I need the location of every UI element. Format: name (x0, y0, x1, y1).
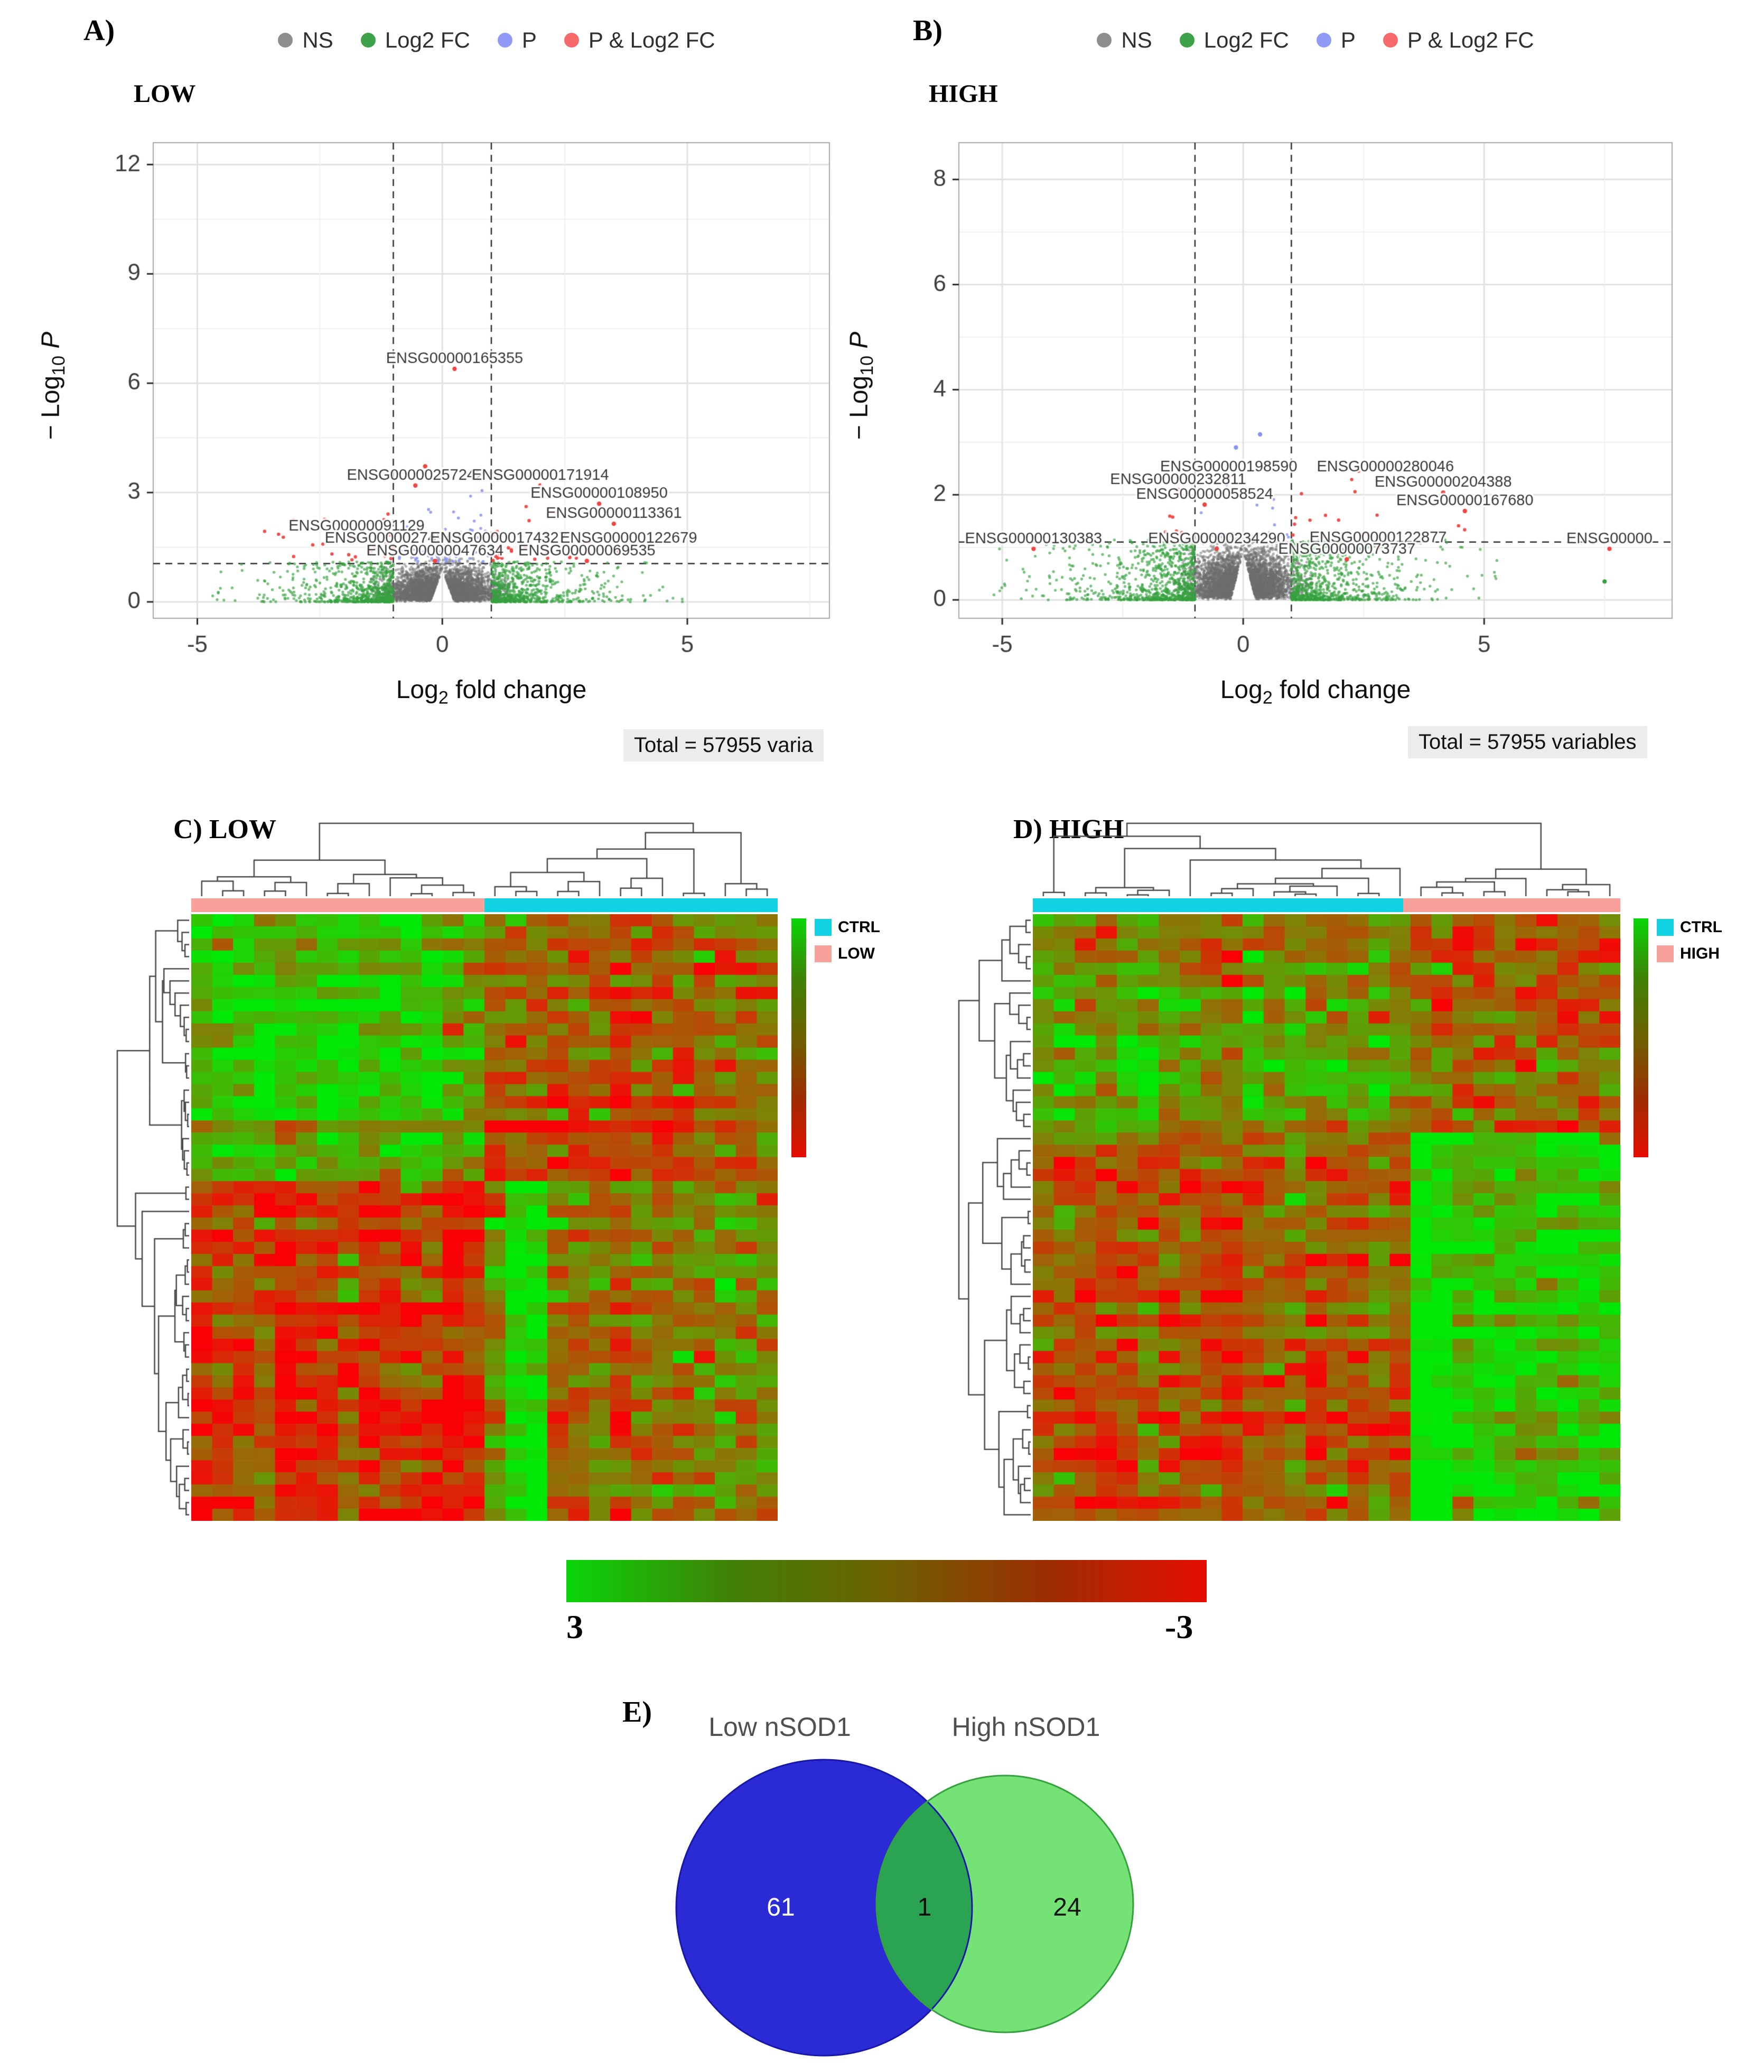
panel-e-letter: E) (622, 1696, 652, 1729)
heatmap-legend-swatch (1657, 919, 1674, 936)
heatmap-legend-label: CTRL (1680, 918, 1722, 936)
y-label-text: − Log (36, 375, 65, 440)
legend-item: P (497, 27, 537, 53)
heatmap-legend-swatch (1657, 945, 1674, 962)
x-label-tail: fold change (448, 676, 587, 704)
panel-b-y-axis-label: − Log10 P (845, 332, 878, 440)
panel-c-column-dendrogram (191, 818, 778, 896)
x-label-text: Log (396, 676, 438, 704)
panel-d-color-key-bar (1634, 918, 1648, 1157)
venn-circle-high-outline (875, 1774, 1134, 2033)
venn-overlap-count: 1 (918, 1893, 932, 1921)
colorbar-left-label: 3 (566, 1608, 583, 1646)
annotation-segment-high (1403, 898, 1620, 912)
x-label-subscript: 2 (1262, 687, 1273, 708)
legend-dot-icon (497, 33, 512, 48)
panel-c-group-legend: CTRL LOW (815, 918, 880, 963)
heatmap-legend-row: CTRL (1657, 918, 1722, 936)
heatmap-legend-label: HIGH (1680, 945, 1720, 962)
y-label-italic: P (36, 331, 65, 356)
panel-b-condition-label: HIGH (929, 80, 998, 108)
legend-item: P (1316, 27, 1356, 53)
panel-a-condition-label: LOW (134, 80, 196, 108)
heatmap-legend-swatch (815, 945, 832, 962)
y-label-italic: P (845, 331, 873, 356)
legend-label: P (1340, 27, 1356, 52)
venn-high-count: 24 (1053, 1893, 1081, 1921)
legend-dot-icon (1097, 33, 1112, 48)
venn-circle-low-outline (675, 1759, 973, 2057)
venn-high-set-label: High nSOD1 (952, 1712, 1100, 1742)
panel-a-total-caption: Total = 57955 varia (623, 729, 824, 761)
y-label-subscript: 10 (49, 356, 69, 376)
panel-a-letter: A) (83, 14, 115, 47)
legend-item: P & Log2 FC (1383, 27, 1534, 53)
legend-label: Log2 FC (385, 27, 470, 52)
venn-low-count: 61 (767, 1893, 795, 1921)
panel-a-x-axis-label: Log2 fold change (396, 675, 587, 709)
colorbar-right-label: -3 (1165, 1608, 1193, 1646)
legend-item: P & Log2 FC (564, 27, 715, 53)
annotation-segment-ctrl (484, 898, 778, 912)
legend-label: P & Log2 FC (588, 27, 715, 52)
panel-d-column-dendrogram (1033, 818, 1620, 896)
panel-b-letter: B) (913, 14, 942, 47)
legend-dot-icon (1383, 33, 1398, 48)
venn-diagram: Low nSOD1 High nSOD1 61 1 24 (675, 1712, 1134, 2057)
heatmap-legend-row: HIGH (1657, 945, 1722, 963)
heatmap-legend-row: CTRL (815, 918, 880, 936)
panel-d-heatmap-canvas (1033, 914, 1620, 1521)
legend-dot-icon (1179, 33, 1194, 48)
legend-label: Log2 FC (1203, 27, 1289, 52)
annotation-segment-low (191, 898, 484, 912)
legend-label: P & Log2 FC (1407, 27, 1534, 52)
panel-a-y-axis-label: − Log10 P (36, 332, 70, 440)
legend-item: Log2 FC (1179, 27, 1289, 53)
y-label-subscript: 10 (857, 356, 878, 376)
panel-b-legend: NS Log2 FC P P & Log2 FC (959, 27, 1672, 53)
heatmap-legend-row: LOW (815, 945, 880, 963)
heatmap-legend-swatch (815, 919, 832, 936)
heatmap-legend-label: LOW (838, 945, 875, 962)
panel-c-color-key-bar (791, 918, 806, 1157)
y-label-text: − Log (845, 375, 873, 440)
x-label-tail: fold change (1272, 676, 1411, 704)
panel-c-row-dendrogram (112, 914, 189, 1521)
legend-item: NS (278, 27, 333, 53)
legend-label: NS (1121, 27, 1152, 52)
heatmap-legend-label: CTRL (838, 918, 880, 936)
x-label-text: Log (1220, 676, 1263, 704)
panel-a-volcano-canvas (69, 135, 840, 668)
heatmap-colorbar (566, 1560, 1207, 1602)
annotation-segment-ctrl (1033, 898, 1403, 912)
legend-dot-icon (360, 33, 376, 48)
panel-b-total-caption: Total = 57955 variables (1408, 726, 1647, 758)
legend-item: Log2 FC (360, 27, 470, 53)
legend-item: NS (1097, 27, 1152, 53)
panel-b-volcano-canvas (874, 135, 1683, 668)
venn-low-set-label: Low nSOD1 (708, 1712, 851, 1742)
panel-c-group-annotation-bar (191, 898, 778, 912)
legend-label: P (521, 27, 537, 52)
legend-dot-icon (1316, 33, 1331, 48)
panel-d-group-annotation-bar (1033, 898, 1620, 912)
legend-dot-icon (278, 33, 293, 48)
panel-d-row-dendrogram (954, 914, 1031, 1521)
panel-b-x-axis-label: Log2 fold change (1220, 675, 1411, 709)
legend-dot-icon (564, 33, 579, 48)
legend-label: NS (302, 27, 333, 52)
venn-overlap-region (876, 1776, 972, 2032)
x-label-subscript: 2 (438, 687, 449, 708)
panel-c-heatmap-canvas (191, 914, 778, 1521)
panel-a-legend: NS Log2 FC P P & Log2 FC (153, 27, 840, 53)
panel-d-group-legend: CTRL HIGH (1657, 918, 1722, 963)
